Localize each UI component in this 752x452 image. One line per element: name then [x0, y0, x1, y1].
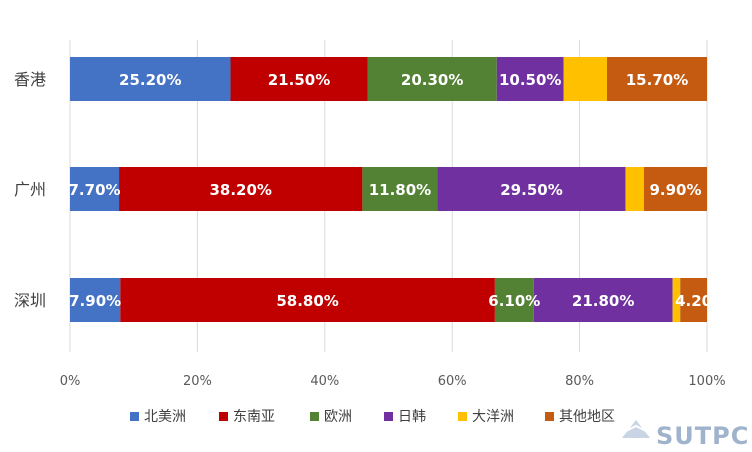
legend-swatch: [545, 412, 554, 421]
watermark: SUTPC: [622, 420, 749, 450]
data-label: 6.10%: [488, 292, 540, 310]
x-tick-label: 40%: [310, 374, 339, 389]
bar-segment: [494, 278, 534, 322]
x-tick-label: 80%: [565, 374, 594, 389]
data-label: 20.30%: [401, 71, 463, 89]
labels-layer: 25.20% 21.50% 20.30% 10.50% 15.70% 7.70% 38.20…: [69, 71, 713, 310]
bar-segment: [120, 278, 495, 322]
bar-segment: [643, 167, 707, 211]
x-tick-label: 60%: [438, 374, 467, 389]
legend-label: 日韩: [398, 409, 426, 425]
bar-segment: [230, 57, 368, 101]
data-label: 25.20%: [119, 71, 181, 89]
legend-swatch: [458, 412, 467, 421]
data-label: 10.50%: [499, 71, 561, 89]
bar-segment: [606, 57, 707, 101]
legend-label: 欧洲: [324, 409, 352, 425]
data-label: 58.80%: [276, 292, 338, 310]
bar-segment: [533, 278, 673, 322]
bar-segment: [625, 167, 644, 211]
legend-swatch: [130, 412, 139, 421]
legend-label: 其他地区: [559, 409, 615, 425]
data-label: 21.50%: [268, 71, 330, 89]
bar-segment: [437, 167, 626, 211]
data-label: 38.20%: [209, 181, 271, 199]
data-label: 4.20: [675, 292, 712, 310]
data-label: 11.80%: [369, 181, 431, 199]
watermark-logo-icon: [622, 420, 650, 438]
watermark-text: SUTPC: [656, 422, 749, 450]
legend: 北美洲 东南亚 欧洲 日韩 大洋洲 其他地区: [130, 409, 615, 425]
bar-segment: [70, 278, 121, 322]
legend-label: 北美洲: [144, 409, 186, 425]
bar-segment: [367, 57, 497, 101]
category-label: 广州: [14, 180, 46, 199]
bar-segment: [362, 167, 438, 211]
legend-swatch: [219, 412, 228, 421]
x-tick-label: 100%: [688, 374, 725, 389]
category-label: 深圳: [14, 291, 46, 310]
data-label: 7.70%: [69, 181, 121, 199]
bars-layer: [70, 57, 707, 322]
x-tick-label: 20%: [183, 374, 212, 389]
bar-segment: [672, 278, 681, 322]
data-label: 29.50%: [500, 181, 562, 199]
category-label: 香港: [14, 70, 46, 89]
data-label: 9.90%: [649, 181, 701, 199]
bar-segment: [496, 57, 564, 101]
legend-swatch: [384, 412, 393, 421]
data-label: 21.80%: [572, 292, 634, 310]
bar-segment: [70, 167, 120, 211]
watermark-logo-stroke-icon: [623, 424, 649, 433]
data-label: 7.90%: [69, 292, 121, 310]
legend-label: 大洋洲: [472, 409, 514, 425]
bar-segment: [563, 57, 607, 101]
data-label: 15.70%: [626, 71, 688, 89]
legend-label: 东南亚: [233, 409, 275, 425]
bar-segment: [119, 167, 363, 211]
bar-segment: [680, 278, 707, 322]
legend-swatch: [310, 412, 319, 421]
bar-segment: [70, 57, 231, 101]
x-tick-label: 0%: [60, 374, 81, 389]
